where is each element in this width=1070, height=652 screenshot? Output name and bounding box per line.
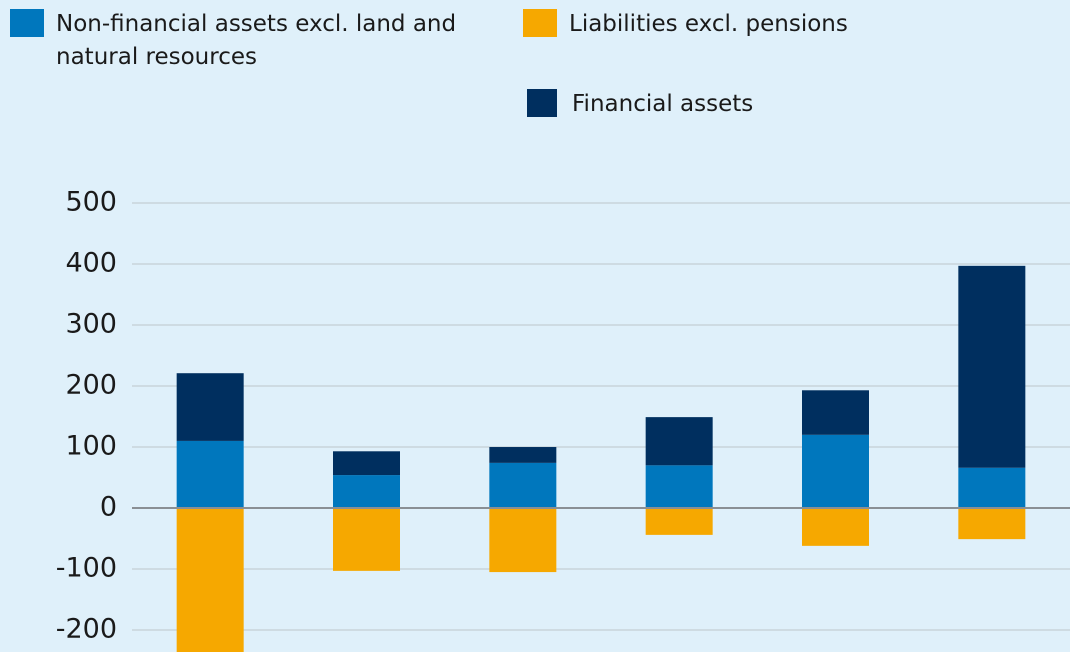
bars (176, 265, 1026, 652)
legend-item: Non-financial assets excl. land and natu… (10, 8, 470, 74)
bar-segment (802, 390, 869, 435)
y-tick-label: 200 (65, 370, 117, 401)
bar-segment (176, 508, 244, 652)
bar-segment (958, 508, 1026, 540)
legend-label: Non-financial assets excl. land and natu… (56, 11, 457, 70)
legend-swatch (523, 9, 557, 37)
bar-segment (489, 447, 557, 463)
bar-segment (645, 465, 713, 509)
bar-segment (802, 434, 869, 509)
legend-item: Liabilities excl. pensions (523, 8, 848, 41)
bar-segment (645, 508, 713, 535)
y-tick-label: 100 (65, 431, 117, 462)
legend-label: Financial assets (572, 91, 754, 117)
grid: -200 -100 0 100 200 300 400 500 (56, 187, 1070, 645)
legend-swatch (527, 89, 557, 117)
y-tick-label: 500 (65, 187, 117, 218)
bar-segment (176, 373, 244, 441)
bar-segment (645, 417, 713, 466)
bar-segment (489, 508, 557, 573)
legend-item: Financial assets (527, 88, 753, 121)
legend-swatch (10, 9, 44, 37)
y-tick-label: 400 (65, 248, 117, 279)
y-tick-label: -200 (56, 614, 117, 645)
bar-segment (333, 508, 400, 571)
bar-segment (176, 440, 244, 509)
bar-segment (333, 475, 400, 509)
bar-segment (958, 265, 1026, 468)
bar-segment (802, 508, 869, 546)
bar-segment (333, 451, 400, 476)
bar-segment (958, 467, 1026, 509)
legend-label: Liabilities excl. pensions (569, 11, 848, 37)
y-tick-label: 300 (65, 309, 117, 340)
bar-segment (489, 462, 557, 509)
y-tick-label: 0 (100, 492, 117, 523)
y-tick-label: -100 (56, 553, 117, 584)
